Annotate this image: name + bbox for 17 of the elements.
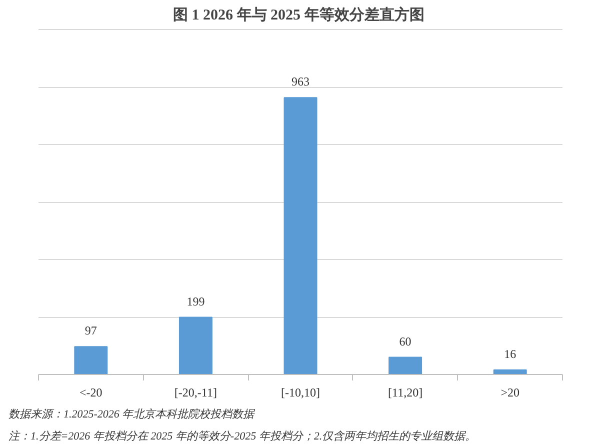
text: 注：1.分差=2026 年投档分在 2025 年的等效分-2025 年投档分；2.仅含两年均招生的专业组数据。 <box>8 430 476 442</box>
bar <box>284 97 318 374</box>
bar <box>74 346 108 374</box>
data-label: 199 <box>186 294 205 308</box>
data-label: 963 <box>292 74 310 89</box>
chart-title: 图 1 2026 年与 2025 年等效分差直方图 <box>173 6 424 24</box>
x-tick-label: <-20 <box>80 386 102 400</box>
x-tick-label: [11,20] <box>388 386 423 400</box>
bar <box>388 356 422 374</box>
bar <box>178 316 212 374</box>
data-label: 97 <box>84 324 97 338</box>
data-label: 60 <box>399 334 412 348</box>
data-label: 16 <box>504 346 516 361</box>
x-tick-label: [-20,-11] <box>174 386 217 400</box>
source-note: 数据来源：1.2025-2026 年北京本科批院校投档数据 <box>8 408 256 420</box>
x-tick-label: >20 <box>500 386 520 400</box>
x-tick-label: [-10,10] <box>281 386 320 400</box>
